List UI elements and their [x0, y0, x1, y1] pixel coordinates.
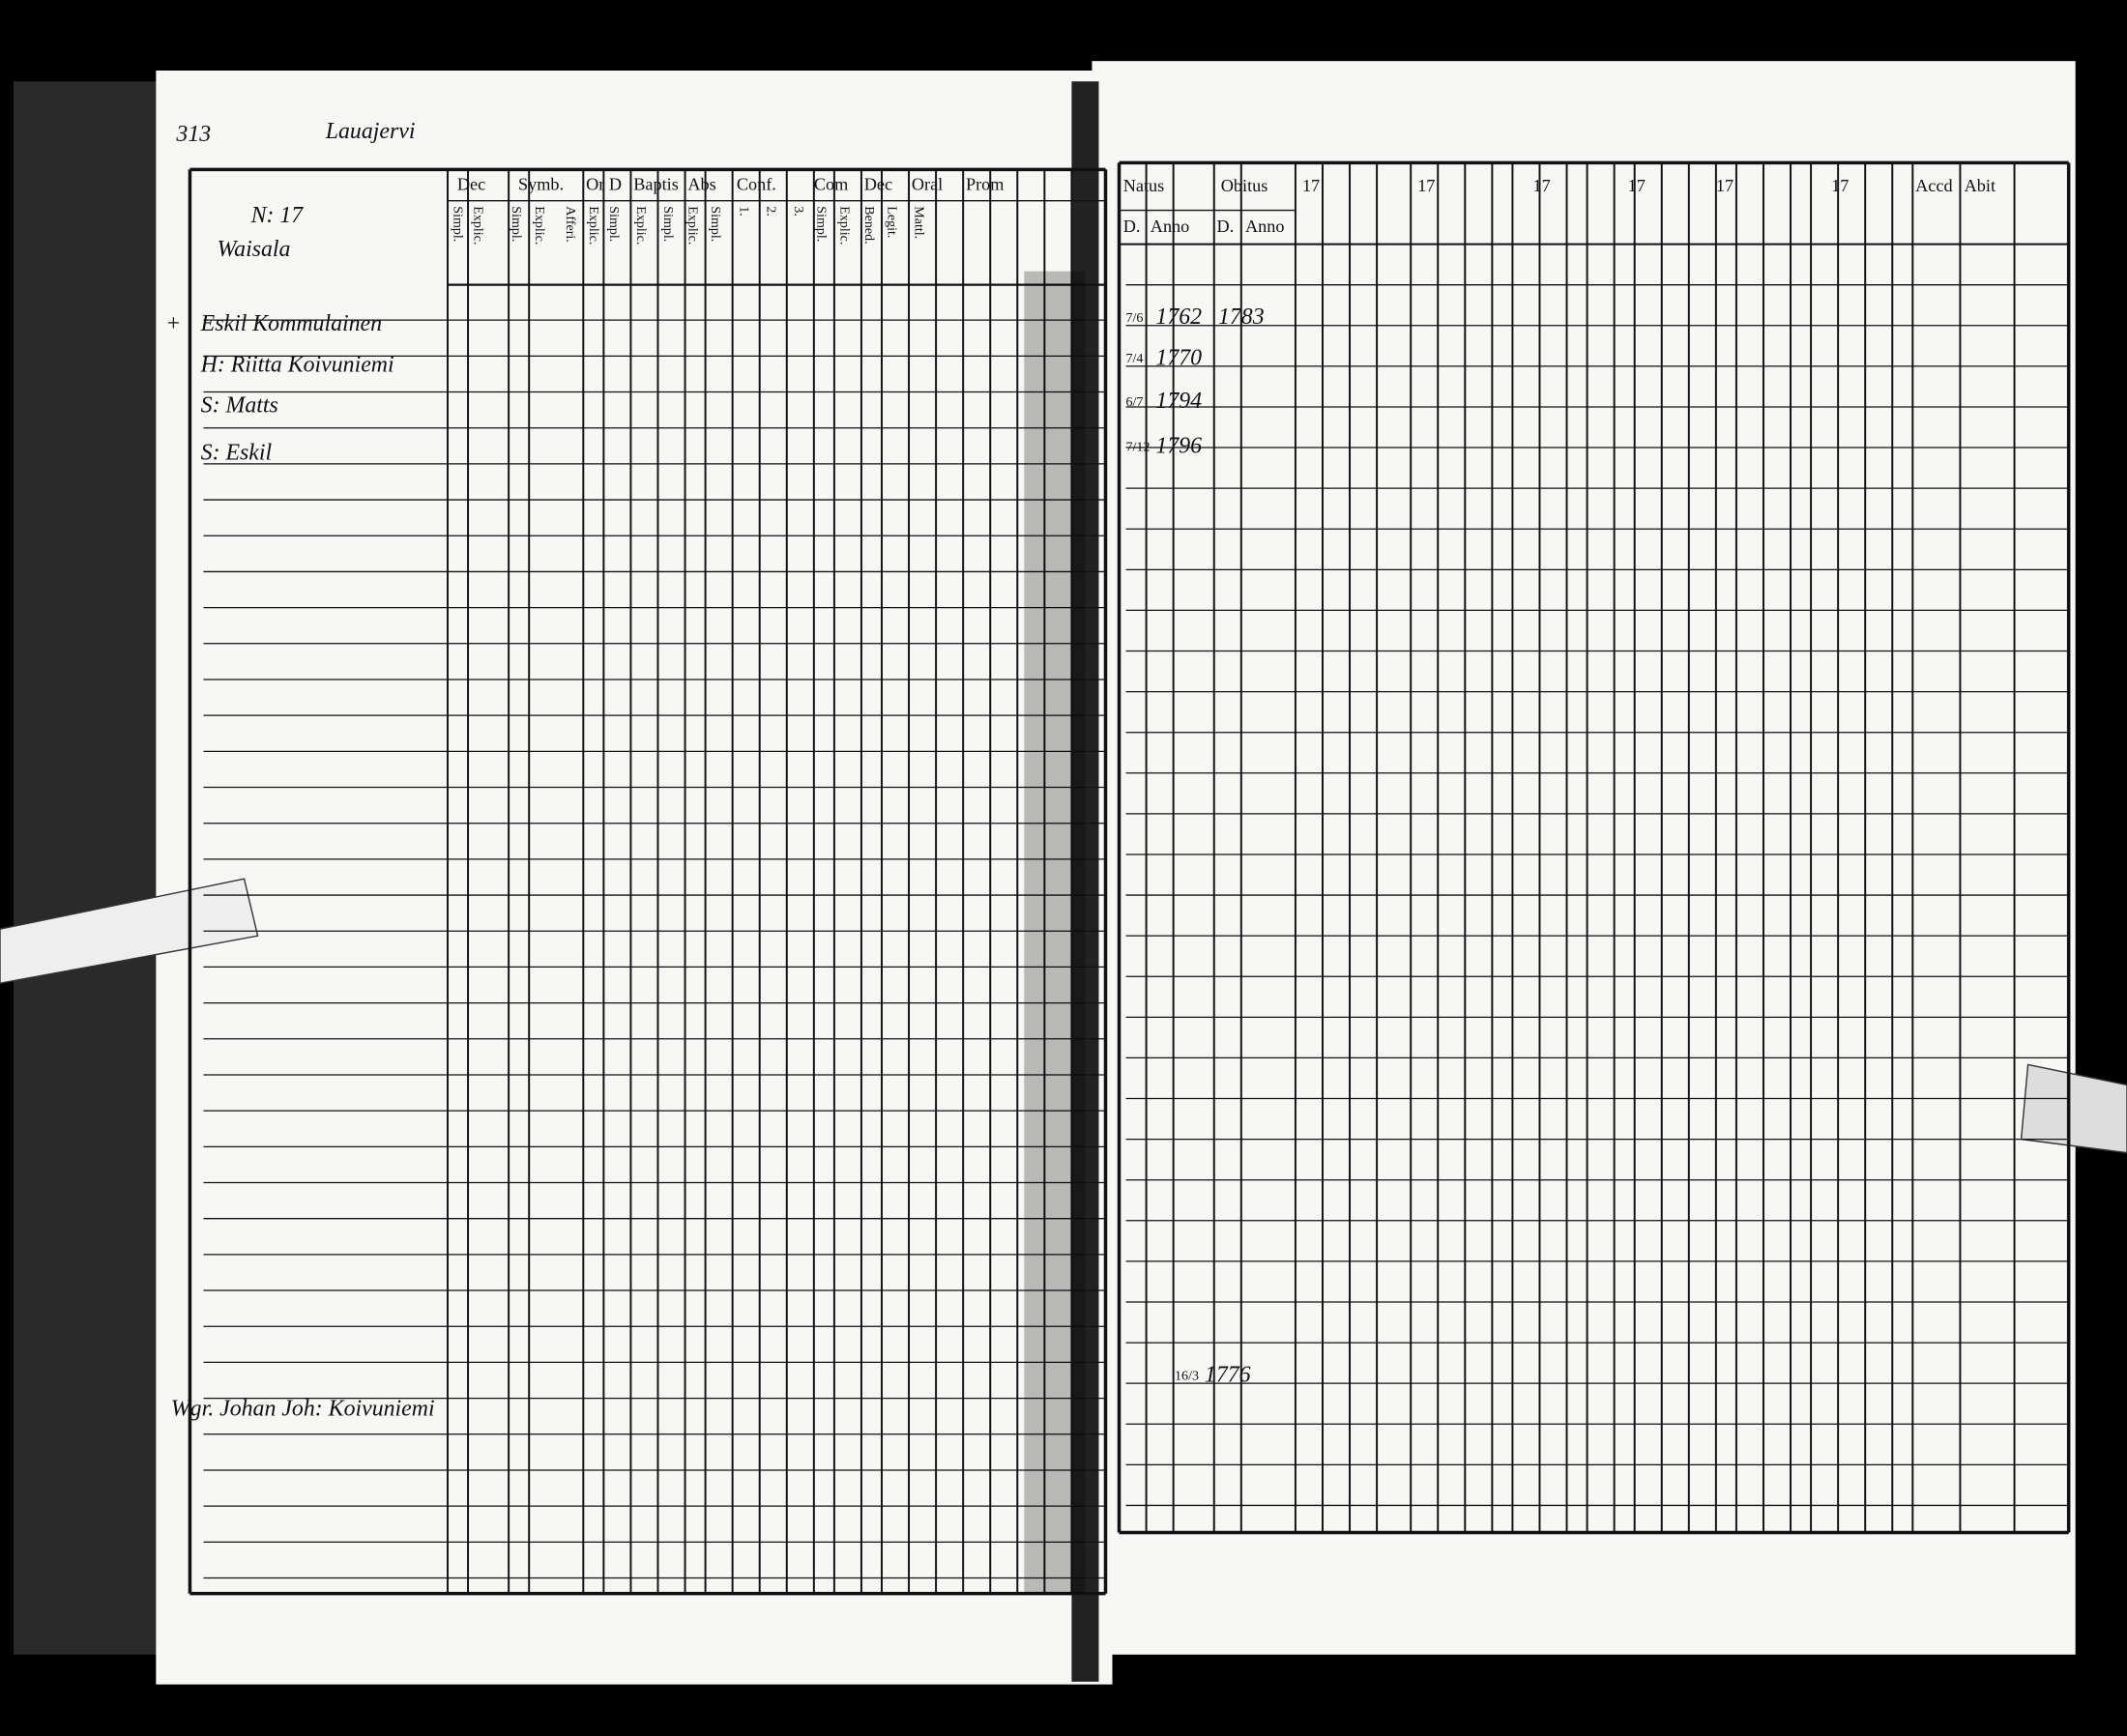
text: S: Eskil — [201, 441, 273, 466]
shadow-band — [1024, 271, 1086, 1594]
text: Eskil Kommulainen — [200, 311, 382, 336]
text: S: Matts — [201, 392, 278, 418]
text: Simpl. — [814, 206, 830, 242]
text: Prom — [966, 174, 1004, 193]
text: D. — [1123, 217, 1141, 236]
text: 17 — [1302, 176, 1320, 195]
text: Abs — [687, 174, 715, 193]
text: Anno — [1151, 217, 1190, 236]
text: Explic. — [586, 206, 601, 245]
finger-left — [0, 878, 259, 984]
page-edges — [14, 81, 163, 1655]
text: Simpl. — [708, 206, 723, 242]
left-page — [156, 71, 1113, 1685]
text: Legit. — [885, 206, 900, 238]
text: 17 — [1831, 176, 1849, 195]
text: Abit — [1965, 176, 1996, 195]
text: Oral — [912, 174, 943, 193]
text: Afferi. — [563, 206, 578, 242]
text: Simpl. — [606, 206, 622, 242]
text: Simpl. — [451, 206, 466, 242]
ruling — [188, 160, 2071, 1596]
text: Simpl. — [660, 206, 676, 242]
right-page — [1092, 61, 2076, 1655]
text: Explic. — [532, 206, 547, 245]
text: Bened. — [861, 206, 877, 244]
text: Simpl. — [509, 206, 524, 242]
text: 2. — [764, 206, 779, 217]
text: Anno — [1245, 217, 1285, 236]
gutter — [1071, 81, 1099, 1682]
text: 1796 — [1155, 434, 1202, 459]
text: Dec — [864, 174, 892, 193]
text: 17 — [1417, 176, 1435, 195]
text: Explic. — [633, 206, 649, 245]
text: Dec — [457, 174, 485, 193]
text: + — [165, 311, 181, 336]
text: Conf. — [737, 174, 776, 193]
text: 1776 — [1205, 1363, 1251, 1388]
text: 3. — [791, 206, 806, 217]
text: 17 — [1716, 176, 1734, 195]
text: Com — [814, 174, 848, 193]
text: 7/6 — [1126, 310, 1144, 326]
text: Obitus — [1221, 176, 1268, 195]
text: 1794 — [1155, 389, 1202, 414]
text: 17 — [1628, 176, 1646, 195]
text: 1. — [737, 206, 752, 217]
text: Accd — [1915, 176, 1952, 195]
text: Explic. — [471, 206, 486, 245]
text: 313 — [175, 122, 211, 147]
text: Wgr. Johan Joh: Koivuniemi — [171, 1397, 435, 1422]
text: Explic. — [836, 206, 852, 245]
text: Lauajervi — [325, 119, 416, 144]
text: 1783 — [1218, 304, 1265, 330]
text: D. — [1217, 217, 1235, 236]
text: N: 17 — [250, 203, 305, 228]
text: 17 — [1532, 176, 1550, 195]
text: H: Riitta Koivuniemi — [200, 352, 394, 377]
text: 1762 — [1155, 304, 1202, 330]
text: Symb. — [518, 174, 564, 193]
text: Baptis — [633, 174, 679, 193]
text: Natus — [1123, 176, 1165, 195]
text: Or D — [586, 174, 622, 193]
text: 7/12 — [1126, 439, 1151, 454]
text: 7/4 — [1126, 351, 1144, 366]
texts: 313 Lauajervi N: 17 Waisala Dec Symb. Or D Bapt… — [165, 119, 1996, 1422]
text: 1770 — [1155, 345, 1202, 370]
text: Mattl. — [912, 206, 927, 239]
text: 6/7 — [1126, 394, 1144, 410]
text: 16/3 — [1175, 1368, 1199, 1383]
text: Explic. — [685, 206, 700, 245]
text: Waisala — [217, 237, 290, 262]
